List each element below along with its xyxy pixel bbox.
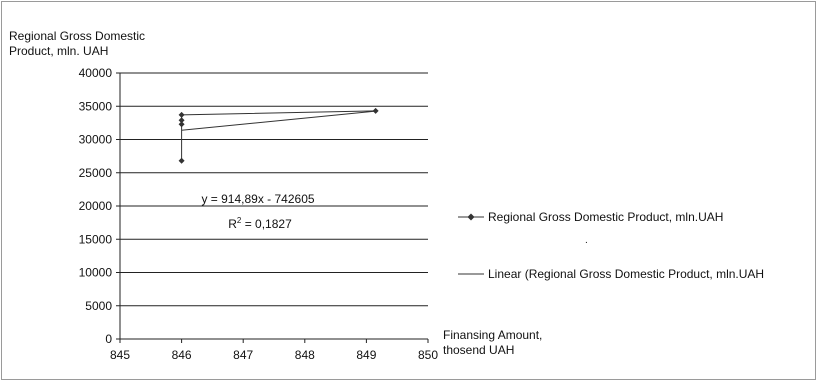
y-tick-label: 35000	[79, 99, 113, 113]
x-tick-label: 848	[295, 348, 315, 362]
legend: Regional Gross Domestic Product, mln.UAH…	[458, 210, 764, 281]
annotations: y = 914,89x - 742605 R2 = 0,1827	[201, 192, 314, 231]
r-squared-exponent: 2	[237, 216, 242, 225]
y-tick-label: 20000	[79, 199, 113, 213]
x-tick-label: 847	[233, 348, 253, 362]
y-tick-label: 40000	[79, 66, 113, 80]
trendline	[181, 110, 376, 131]
series-layer	[178, 107, 379, 164]
y-tick-label: 5000	[85, 299, 112, 313]
stray-mark: .	[585, 235, 588, 246]
x-axis-title: Finansing Amount, thosend UAH	[443, 328, 543, 357]
x-tick-label: 846	[172, 348, 192, 362]
y-axis-title: Regional Gross Domestic Product, mln. UA…	[9, 29, 146, 58]
x-tick-label: 845	[110, 348, 130, 362]
r-squared-symbol: R	[228, 217, 237, 231]
y-tick-label: 25000	[79, 166, 113, 180]
trendline-equation: y = 914,89x - 742605	[201, 192, 314, 206]
y-tick-label: 30000	[79, 133, 113, 147]
data-point	[372, 107, 379, 114]
x-tick-label: 849	[356, 348, 376, 362]
data-point	[178, 157, 185, 164]
x-tick-label: 850	[418, 348, 438, 362]
r-squared-value: = 0,1827	[241, 217, 292, 231]
y-tick-label: 10000	[79, 266, 113, 280]
legend-label-series: Regional Gross Domestic Product, mln.UAH	[488, 210, 723, 224]
y-tick-label: 15000	[79, 232, 113, 246]
legend-label-trendline: Linear (Regional Gross Domestic Product,…	[488, 267, 764, 281]
data-point	[178, 121, 185, 128]
legend-marker-diamond-icon	[467, 213, 475, 221]
y-tick-label: 0	[105, 332, 112, 346]
data-point	[178, 111, 185, 118]
series-line	[181, 110, 376, 161]
axes: 0 5000 10000 15000 20000 25000 30000 35000 40000…	[79, 66, 439, 362]
gridlines	[120, 72, 428, 307]
r-squared-label: R2 = 0,1827	[228, 216, 292, 231]
data-point	[178, 117, 185, 124]
